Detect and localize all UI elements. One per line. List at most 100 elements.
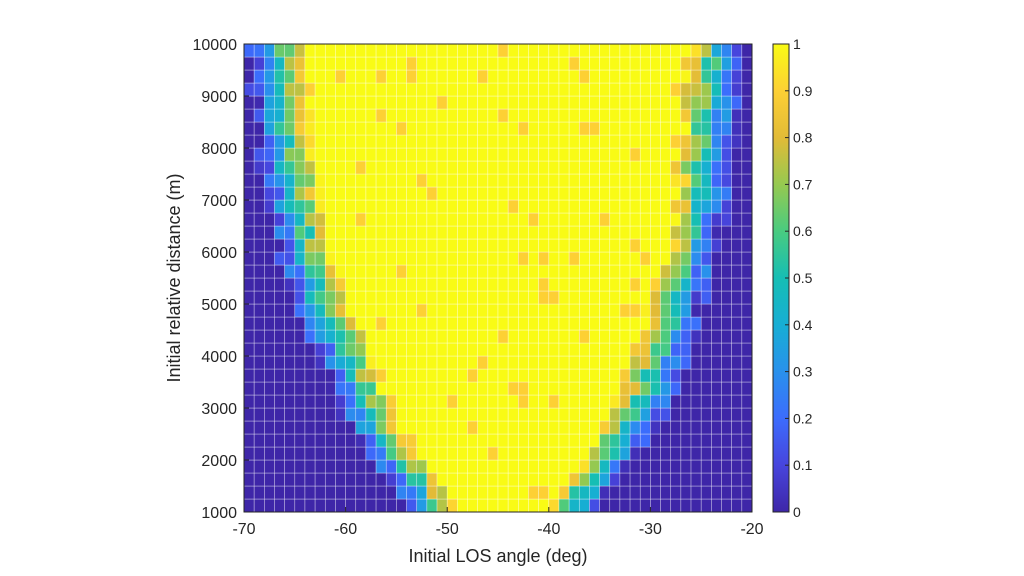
- heatmap-cell: [446, 199, 458, 214]
- heatmap-cell: [335, 355, 346, 370]
- heatmap-cell: [426, 446, 438, 461]
- heatmap-cell: [629, 290, 641, 305]
- heatmap-cell: [660, 56, 672, 71]
- heatmap-cell: [548, 238, 560, 253]
- heatmap-cell: [264, 498, 275, 513]
- heatmap-cell: [619, 407, 631, 422]
- heatmap-cell: [284, 420, 296, 435]
- heatmap-cell: [528, 212, 539, 227]
- heatmap-cell: [274, 147, 285, 162]
- heatmap-cell: [599, 69, 611, 84]
- heatmap-cell: [599, 56, 611, 71]
- heatmap-cell: [416, 173, 428, 188]
- heatmap-cell: [385, 238, 397, 253]
- heatmap-cell: [650, 251, 661, 266]
- heatmap-cell: [507, 95, 519, 110]
- heatmap-cell: [446, 173, 458, 188]
- heatmap-cell: [578, 342, 590, 357]
- heatmap-cell: [457, 303, 468, 318]
- heatmap-cell: [660, 199, 672, 214]
- heatmap-cell: [599, 303, 611, 318]
- heatmap-cell: [721, 446, 732, 461]
- heatmap-cell: [416, 121, 428, 136]
- heatmap-cell: [609, 199, 621, 214]
- heatmap-cell: [304, 381, 316, 396]
- heatmap-cell: [457, 407, 468, 422]
- heatmap-cell: [324, 446, 336, 461]
- heatmap-cell: [639, 407, 651, 422]
- heatmap-cell: [345, 95, 357, 110]
- heatmap-cell: [528, 472, 539, 487]
- heatmap-cell: [741, 186, 753, 201]
- heatmap-cell: [304, 56, 316, 71]
- heatmap-cell: [731, 290, 743, 305]
- heatmap-cell: [304, 433, 316, 448]
- heatmap-cell: [406, 446, 418, 461]
- heatmap-cell: [385, 212, 397, 227]
- heatmap-cell: [406, 368, 418, 383]
- heatmap-cell: [639, 160, 651, 175]
- heatmap-cell: [518, 381, 529, 396]
- heatmap-cell: [264, 433, 275, 448]
- heatmap-cell: [304, 368, 316, 383]
- heatmap-cell: [538, 264, 550, 279]
- heatmap-cell: [375, 433, 387, 448]
- heatmap-cell: [274, 498, 285, 513]
- heatmap-cell: [700, 277, 712, 292]
- heatmap-cell: [274, 433, 285, 448]
- heatmap-cell: [253, 420, 265, 435]
- heatmap-cell: [589, 277, 600, 292]
- heatmap-cell: [365, 108, 377, 123]
- heatmap-cell: [426, 147, 438, 162]
- heatmap-cell: [284, 407, 296, 422]
- heatmap-cell: [660, 459, 672, 474]
- heatmap-cell: [457, 485, 468, 500]
- heatmap-cell: [650, 108, 661, 123]
- heatmap-cell: [548, 303, 560, 318]
- y-tick-label: 9000: [201, 89, 237, 106]
- heatmap-cell: [436, 199, 448, 214]
- heatmap-cell: [650, 121, 661, 136]
- heatmap-cell: [264, 186, 275, 201]
- heatmap-cell: [558, 108, 570, 123]
- heatmap-cell: [568, 251, 580, 266]
- heatmap-cell: [497, 277, 509, 292]
- heatmap-cell: [619, 498, 631, 513]
- heatmap-cell: [670, 108, 682, 123]
- heatmap-cell: [711, 368, 722, 383]
- heatmap-cell: [639, 251, 651, 266]
- heatmap-cell: [304, 238, 316, 253]
- heatmap-cell: [639, 277, 651, 292]
- heatmap-cell: [365, 394, 377, 409]
- heatmap-cell: [558, 394, 570, 409]
- heatmap-cell: [396, 251, 407, 266]
- heatmap-cell: [497, 147, 509, 162]
- heatmap-cell: [243, 186, 255, 201]
- heatmap-cell: [589, 472, 600, 487]
- heatmap-cell: [497, 472, 509, 487]
- heatmap-cell: [375, 43, 387, 58]
- heatmap-cell: [589, 355, 600, 370]
- heatmap-cell: [446, 238, 458, 253]
- heatmap-cell: [457, 420, 468, 435]
- heatmap-cell: [639, 381, 651, 396]
- heatmap-cell: [446, 446, 458, 461]
- heatmap-cell: [335, 485, 346, 500]
- heatmap-cell: [619, 446, 631, 461]
- heatmap-cell: [497, 290, 509, 305]
- heatmap-cell: [446, 303, 458, 318]
- heatmap-cell: [304, 82, 316, 97]
- heatmap-cell: [721, 160, 732, 175]
- heatmap-cell: [335, 121, 346, 136]
- heatmap-cell: [446, 407, 458, 422]
- heatmap-cell: [680, 433, 692, 448]
- heatmap-cell: [274, 199, 285, 214]
- heatmap-cell: [487, 121, 499, 136]
- heatmap-cell: [700, 82, 712, 97]
- heatmap-cell: [487, 43, 499, 58]
- heatmap-cell: [436, 472, 448, 487]
- heatmap-cell: [670, 498, 682, 513]
- heatmap-cell: [264, 199, 275, 214]
- heatmap-cell: [670, 368, 682, 383]
- heatmap-cell: [568, 277, 580, 292]
